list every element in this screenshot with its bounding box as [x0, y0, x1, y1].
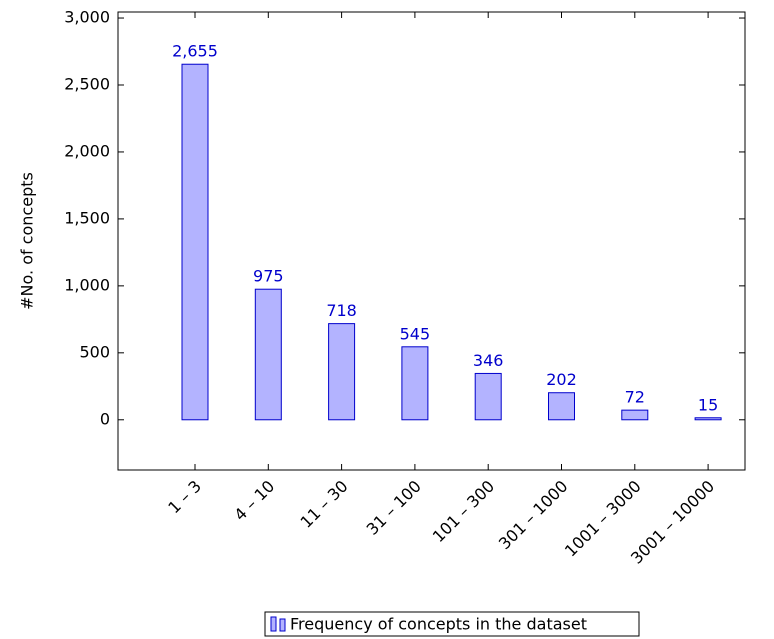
value-label: 346: [473, 351, 504, 370]
x-tick-label: 301 – 1000: [495, 477, 572, 554]
y-tick-label: 0: [100, 409, 110, 428]
bar: [548, 392, 575, 421]
x-tick-label: 31 – 100: [363, 477, 425, 539]
x-tick-label: 11 – 30: [297, 477, 352, 532]
bar: [401, 346, 429, 421]
legend-label: Frequency of concepts in the dataset: [290, 615, 587, 634]
bar: [474, 372, 502, 421]
value-label: 545: [400, 324, 431, 343]
bar: [328, 323, 356, 421]
bar: [181, 63, 209, 421]
x-tick-label: 1 – 3: [164, 477, 205, 518]
y-tick-label: 1,000: [64, 275, 110, 294]
y-tick-label: 2,500: [64, 74, 110, 93]
y-axis-label: #No. of concepts: [18, 172, 37, 310]
legend-box: [264, 611, 640, 637]
value-label: 975: [253, 267, 284, 286]
bar: [694, 417, 722, 421]
bar: [621, 409, 649, 421]
value-label: 72: [625, 388, 645, 407]
bar: [254, 288, 282, 421]
y-tick-label: 1,500: [64, 208, 110, 227]
value-label: 718: [326, 301, 357, 320]
value-label: 15: [698, 395, 718, 414]
value-label: 2,655: [172, 42, 218, 61]
legend-swatch: [279, 618, 286, 632]
y-tick-label: 500: [79, 342, 110, 361]
y-tick-label: 3,000: [64, 8, 110, 27]
legend-swatch: [270, 616, 277, 632]
y-tick-label: 2,000: [64, 141, 110, 160]
x-tick-label: 101 – 300: [429, 477, 498, 546]
plot-frame: [117, 11, 746, 471]
x-tick-label: 4 – 10: [230, 477, 278, 525]
value-label: 202: [546, 370, 577, 389]
